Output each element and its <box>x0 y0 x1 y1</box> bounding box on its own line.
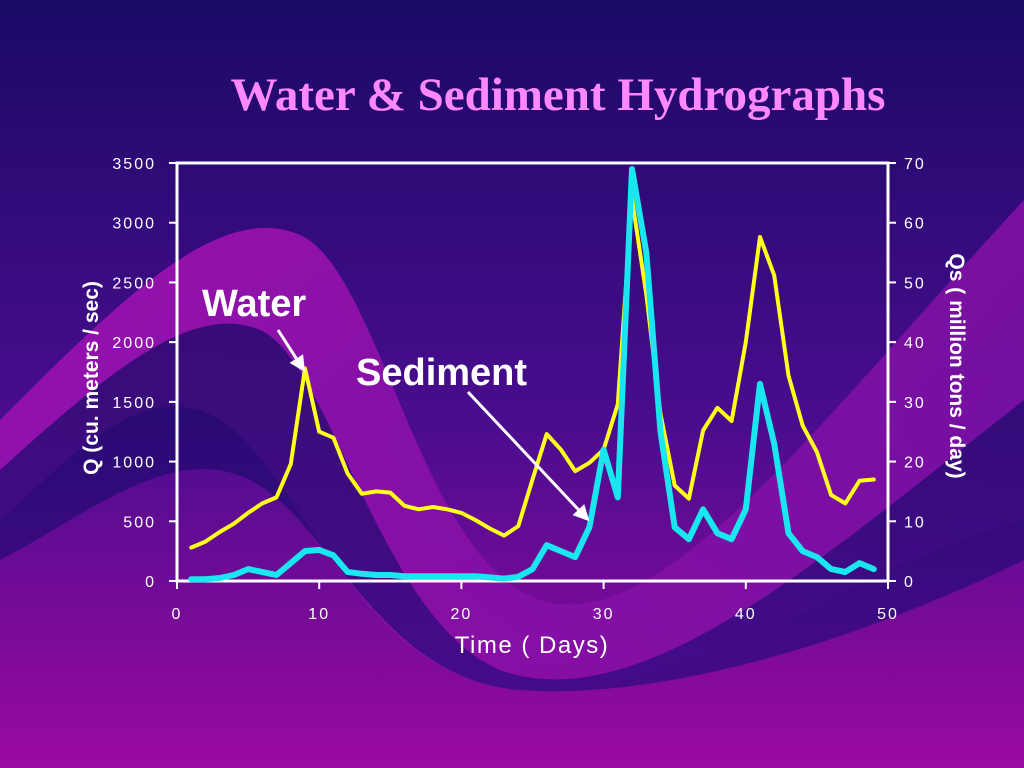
x-tick-label: 40 <box>735 606 757 623</box>
y2-tick-label: 0 <box>904 574 915 591</box>
sediment-series-line <box>188 166 877 583</box>
arrowhead-icon <box>289 354 305 372</box>
y2-tick-label: 40 <box>904 335 926 352</box>
y-tick-label: 1000 <box>112 455 156 472</box>
y2-tick-label: 50 <box>904 275 926 292</box>
background-swoosh-magenta <box>0 200 1024 691</box>
plot-frame <box>175 161 890 583</box>
y-tick-label: 3000 <box>112 216 156 233</box>
x-tick-label: 30 <box>593 606 615 623</box>
y-axis-label: Q (cu. meters / sec) <box>80 281 103 475</box>
x-tick-label: 20 <box>451 606 473 623</box>
y2-tick-label: 60 <box>904 216 926 233</box>
y2-tick-label: 70 <box>904 156 926 173</box>
y-tick-label: 0 <box>145 574 156 591</box>
y2-axis-label: Qs ( million tons / day) <box>945 253 968 478</box>
x-axis-ticks: 0 10 20 30 40 50 <box>172 581 899 623</box>
x-axis-label: Time ( Days) <box>455 632 609 659</box>
annotations: Water Sediment <box>202 283 590 522</box>
y2-tick-label: 10 <box>904 514 926 531</box>
background-swoosh-dark <box>0 323 1024 692</box>
y-tick-label: 500 <box>123 514 156 531</box>
arrowhead-icon <box>572 504 590 522</box>
sediment-annotation-arrow <box>466 390 580 511</box>
water-series-line <box>189 196 876 550</box>
y-tick-label: 2500 <box>112 275 156 292</box>
x-tick-label: 10 <box>308 606 330 623</box>
y2-tick-label: 20 <box>904 455 926 472</box>
water-annotation-label: Water <box>202 283 306 325</box>
y-tick-label: 2000 <box>112 335 156 352</box>
y-tick-label: 1500 <box>112 395 156 412</box>
series-layer <box>188 166 877 583</box>
x-tick-label: 50 <box>877 606 899 623</box>
x-tick-label: 0 <box>172 606 183 623</box>
sediment-annotation-label: Sediment <box>356 352 527 394</box>
y2-tick-label: 30 <box>904 395 926 412</box>
slide-title: Water & Sediment Hydrographs <box>231 69 886 121</box>
y-tick-label: 3500 <box>112 156 156 173</box>
right-axis-ticks: 0 10 20 30 40 50 60 70 <box>888 156 926 591</box>
water-annotation-arrow <box>276 329 298 360</box>
left-axis-ticks: 0 500 1000 1500 2000 2500 3000 3500 <box>112 156 177 591</box>
